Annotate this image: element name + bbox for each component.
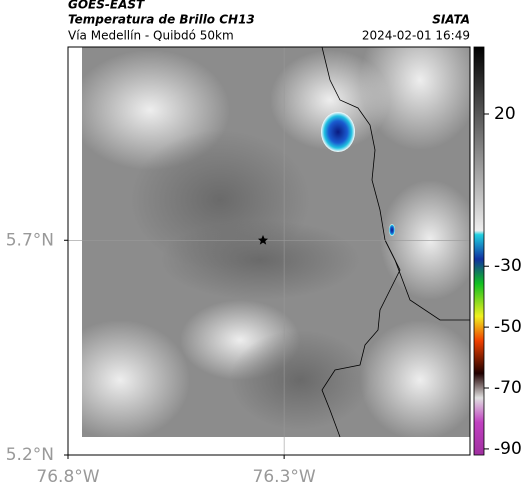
lat-tick-label: 5.7°N — [6, 230, 54, 250]
colorbar-tick-label: -90 — [494, 439, 522, 459]
region: Vía Medellín - Quibdó 50km — [68, 29, 234, 43]
datetime: 2024-02-01 16:49 — [362, 29, 470, 43]
map-frame — [67, 46, 471, 456]
lon-tick-label: 76.3°W — [253, 467, 316, 487]
colorbar-tick-label: 20 — [494, 104, 516, 124]
product: Temperatura de Brillo CH13 — [68, 13, 255, 27]
location-star — [258, 235, 268, 245]
borders — [321, 46, 470, 438]
agency: SIATA — [432, 13, 470, 27]
satellite-image — [82, 47, 470, 437]
colorbar-tick-label: -50 — [494, 317, 522, 337]
lon-tick-label: 76.8°W — [36, 467, 99, 487]
source: GOES-EAST — [68, 0, 145, 12]
colorbar-tick-label: -30 — [494, 256, 522, 276]
colorbar — [473, 46, 485, 456]
colorbar-tick-label: -70 — [494, 378, 522, 398]
lat-tick-label: 5.2°N — [6, 445, 54, 465]
